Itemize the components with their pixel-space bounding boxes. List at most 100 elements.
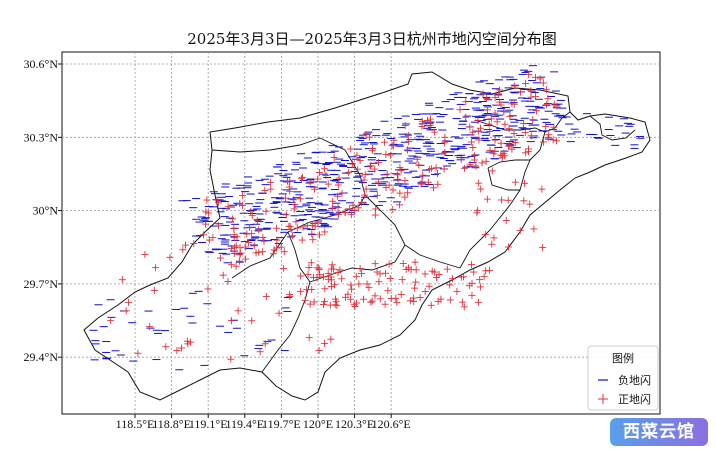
positive-strike xyxy=(367,162,375,170)
x-tick-label: 120.6°E xyxy=(372,417,411,431)
positive-strike xyxy=(501,120,509,128)
positive-strike xyxy=(238,202,246,210)
positive-strike xyxy=(341,208,349,216)
y-tick-label: 30.6°N xyxy=(24,57,59,71)
positive-strike xyxy=(542,122,550,130)
positive-strike xyxy=(404,189,412,197)
positive-strike xyxy=(389,206,397,214)
positive-strike xyxy=(468,291,476,299)
positive-strike xyxy=(483,106,491,114)
y-tick-label: 29.4°N xyxy=(24,350,59,364)
positive-strike xyxy=(280,248,288,256)
positive-strike xyxy=(441,133,449,141)
positive-strike xyxy=(385,260,393,268)
positive-strike xyxy=(434,180,442,188)
positive-strike xyxy=(545,131,553,139)
positive-strike xyxy=(396,201,404,209)
positive-strike xyxy=(314,175,322,183)
positive-strike xyxy=(347,145,355,153)
positive-strike xyxy=(307,259,315,267)
positive-strike xyxy=(532,93,540,101)
positive-strike xyxy=(232,262,240,270)
positive-strike xyxy=(329,265,337,273)
positive-strike xyxy=(275,309,283,317)
positive-strike xyxy=(333,301,341,309)
positive-strike xyxy=(460,303,468,311)
positive-strike xyxy=(234,307,242,315)
positive-strike xyxy=(306,178,314,186)
positive-strike xyxy=(363,280,371,288)
positive-strike xyxy=(389,186,397,194)
y-tick-label: 30.3°N xyxy=(24,130,59,144)
positive-strike xyxy=(247,207,255,215)
positive-strike xyxy=(510,129,518,137)
positive-strike xyxy=(506,141,514,149)
positive-strike xyxy=(282,211,290,219)
positive-strike xyxy=(500,108,508,116)
positive-strike xyxy=(426,115,434,123)
positive-strike xyxy=(483,94,491,102)
positive-strike xyxy=(482,157,490,165)
positive-strike xyxy=(368,297,376,305)
positive-strike xyxy=(199,231,207,239)
positive-strike xyxy=(396,189,404,197)
positive-strike xyxy=(204,285,212,293)
positive-strike xyxy=(419,171,427,179)
positive-strike xyxy=(331,281,339,289)
positive-strike xyxy=(527,87,535,95)
positive-strike xyxy=(327,335,335,343)
positive-strike xyxy=(349,160,357,168)
positive-strike xyxy=(433,274,441,282)
positive-strike xyxy=(382,150,390,158)
positive-strike xyxy=(373,191,381,199)
positive-strike xyxy=(327,283,335,291)
positive-strike xyxy=(470,152,478,160)
positive-strike xyxy=(261,340,269,348)
positive-strike xyxy=(146,323,154,331)
positive-strike xyxy=(434,170,442,178)
positive-strike xyxy=(474,127,482,135)
positive-strike xyxy=(483,195,491,203)
positive-strike xyxy=(479,90,487,98)
positive-strike xyxy=(511,178,519,186)
positive-strike xyxy=(310,298,318,306)
positive-strike xyxy=(324,180,332,188)
positive-strike xyxy=(502,216,510,224)
positive-strike xyxy=(544,95,552,103)
positive-strike xyxy=(293,224,301,232)
x-tick-label: 119.1°E xyxy=(189,417,228,431)
positive-strike xyxy=(476,283,484,291)
positive-strike xyxy=(544,134,552,142)
positive-strike xyxy=(497,151,505,159)
positive-strike xyxy=(539,138,547,146)
positive-strike xyxy=(273,236,281,244)
positive-strike xyxy=(305,334,313,342)
district-boundary xyxy=(487,131,546,169)
positive-strike xyxy=(362,185,370,193)
positive-strike xyxy=(356,264,364,272)
positive-strike xyxy=(521,149,529,157)
positive-strike xyxy=(345,168,353,176)
positive-strike xyxy=(473,207,481,215)
positive-strike xyxy=(356,157,364,165)
positive-strike xyxy=(373,268,381,276)
positive-strike xyxy=(321,285,329,293)
positive-strike xyxy=(227,355,235,363)
positive-strike xyxy=(431,128,439,136)
positive-strike xyxy=(361,191,369,199)
positive-strike xyxy=(477,185,485,193)
positive-strike xyxy=(521,129,529,137)
positive-strike xyxy=(230,225,238,233)
positive-strike xyxy=(521,179,529,187)
positive-strike xyxy=(315,169,323,177)
positive-strike xyxy=(516,88,524,96)
map-title: 2025年3月3日—2025年3月3日杭州市地闪空间分布图 xyxy=(187,30,557,48)
positive-strike xyxy=(203,196,211,204)
positive-strike xyxy=(421,270,429,278)
positive-strike xyxy=(248,212,256,220)
positive-strike xyxy=(387,294,395,302)
legend-positive-marker xyxy=(598,394,608,404)
positive-strike xyxy=(437,295,445,303)
positive-strike xyxy=(205,209,213,217)
